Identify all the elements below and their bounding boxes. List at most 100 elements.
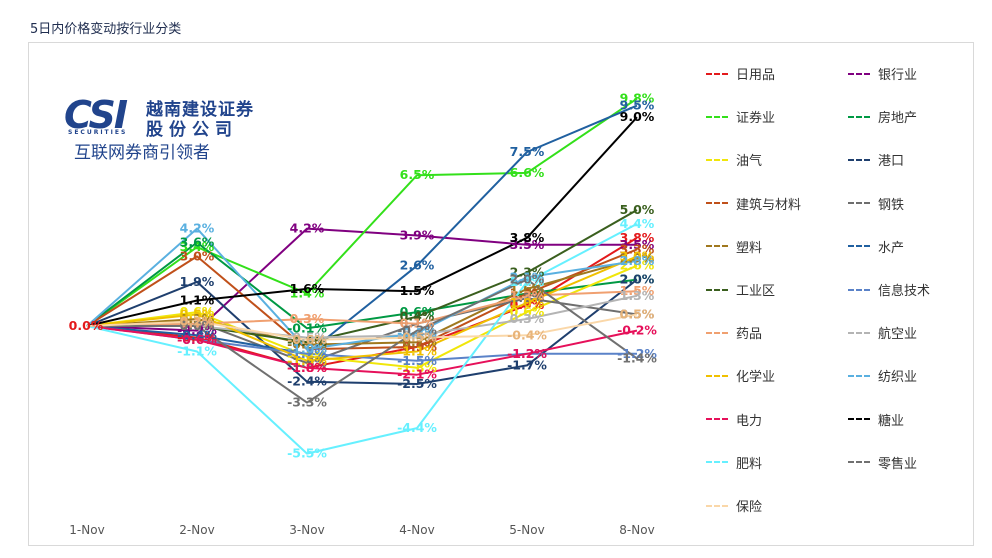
data-label: 2.9% — [620, 251, 655, 266]
data-label: -0.6% — [177, 332, 217, 347]
series-line — [86, 97, 638, 327]
logo-name-line1: 越南建设证券 — [146, 100, 254, 120]
data-label: 9.5% — [620, 98, 655, 113]
data-label: 1.2% — [510, 290, 545, 305]
data-label: 1.4% — [510, 286, 545, 301]
data-label: 1.0% — [510, 295, 545, 310]
series-line — [86, 264, 638, 369]
data-label: -0.3% — [397, 325, 437, 340]
series-line — [86, 255, 638, 362]
logo-slogan: 互联网券商引领者 — [74, 143, 210, 163]
legend-item: 化学业 — [706, 366, 775, 385]
data-label: 5.0% — [620, 202, 655, 217]
data-label: 1.6% — [510, 281, 545, 296]
data-label: 0.9% — [510, 297, 545, 312]
data-label: -5.5% — [287, 446, 327, 461]
series-line — [86, 223, 638, 455]
legend-item: 药品 — [706, 323, 762, 342]
data-label: -1.5% — [287, 353, 327, 368]
company-logo: CSI SECURITIES 越南建设证券 股份公司 互联网券商引领者 — [64, 93, 264, 163]
data-label: -0.5% — [287, 330, 327, 345]
x-tick-label: 3-Nov — [289, 523, 324, 537]
legend-swatch — [706, 374, 728, 377]
series-line — [86, 313, 638, 341]
data-label: 4.4% — [620, 216, 655, 231]
x-tick-label: 8-Nov — [619, 523, 654, 537]
data-label: -0.2% — [397, 323, 437, 338]
data-label: 7.5% — [510, 144, 545, 159]
data-label: 3.8% — [510, 230, 545, 245]
data-label: 1.5% — [620, 283, 655, 298]
legend-label: 信息技术 — [878, 284, 931, 299]
data-label: 6.5% — [400, 167, 435, 182]
data-label: 2.1% — [510, 269, 545, 284]
x-tick-label: 2-Nov — [179, 523, 214, 537]
data-label: -1.2% — [507, 346, 547, 361]
series-line — [86, 227, 637, 332]
legend-swatch — [848, 461, 870, 464]
series-line — [86, 278, 638, 385]
data-label: 0.1% — [180, 316, 215, 331]
legend-label: 银行业 — [878, 68, 918, 83]
data-label: 2.0% — [620, 272, 655, 287]
legend-swatch — [706, 245, 728, 248]
data-label: -1.2% — [507, 346, 547, 361]
data-label: 2.6% — [400, 258, 435, 273]
data-label: 0.6% — [180, 304, 215, 319]
data-label: 0.2% — [180, 313, 215, 328]
x-tick-label: 1-Nov — [69, 523, 104, 537]
legend-item: 塑料 — [706, 237, 762, 256]
legend-swatch — [848, 374, 870, 377]
legend-swatch — [706, 504, 728, 507]
legend-label: 港口 — [878, 154, 905, 170]
legend-item: 房地产 — [848, 107, 917, 126]
legend-label: 工业区 — [736, 284, 776, 299]
legend-swatch — [706, 418, 728, 421]
legend-label: 药品 — [736, 327, 763, 343]
legend-label: 糖业 — [878, 413, 905, 429]
data-label: -1.8% — [287, 360, 327, 375]
data-label: -0.8% — [287, 337, 327, 352]
legend-label: 保险 — [736, 500, 763, 515]
data-label: -2.1% — [397, 367, 437, 382]
data-label: -0.6% — [177, 332, 217, 347]
data-label: -0.5% — [177, 330, 217, 345]
legend-label: 电力 — [736, 413, 763, 429]
data-label: 0.6% — [510, 304, 545, 319]
legend-swatch — [848, 418, 870, 421]
data-label: 0.4% — [400, 309, 435, 324]
legend-item: 电力 — [706, 410, 762, 429]
page-title: 5日内价格变动按行业分类 — [30, 22, 182, 37]
legend-item: 证券业 — [706, 107, 775, 126]
legend-label: 日用品 — [736, 68, 776, 83]
data-label: 3.0% — [180, 248, 215, 263]
data-label: 1.5% — [400, 283, 435, 298]
series-line — [86, 248, 638, 351]
data-label: -1.2% — [617, 346, 657, 361]
data-label: 2.8% — [620, 253, 655, 268]
series-line — [86, 227, 638, 351]
data-label: 2.0% — [620, 272, 655, 287]
data-label: 0.6% — [400, 304, 435, 319]
logo-sub: SECURITIES — [68, 129, 128, 136]
legend-label: 油气 — [736, 154, 763, 170]
data-label: 3.5% — [510, 237, 545, 252]
data-label: 3.0% — [620, 248, 655, 263]
data-label: 0.1% — [400, 316, 435, 331]
legend-swatch — [848, 158, 870, 161]
legend-label: 肥料 — [736, 456, 763, 472]
data-label: -1.0% — [287, 341, 327, 356]
data-label: -1.7% — [507, 357, 547, 372]
legend-label: 化学业 — [736, 370, 776, 386]
data-label: 0.5% — [180, 306, 215, 321]
legend-label: 零售业 — [878, 456, 918, 472]
legend-swatch — [848, 245, 870, 248]
data-label: 1.9% — [180, 274, 215, 289]
legend-item: 零售业 — [848, 453, 917, 472]
series-line — [86, 241, 638, 330]
data-label: 1.1% — [180, 292, 215, 307]
series-line — [86, 116, 638, 327]
data-label: 1.3% — [510, 288, 545, 303]
data-label: -1.8% — [397, 360, 437, 375]
legend-item: 纺织业 — [848, 366, 917, 385]
